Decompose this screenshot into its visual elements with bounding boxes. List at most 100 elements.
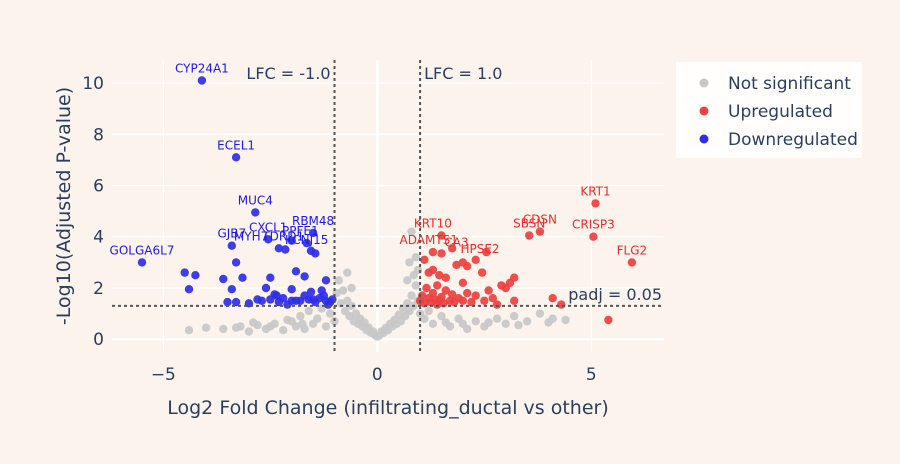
data-point [448,244,457,253]
data-point [266,295,275,304]
data-point [441,286,450,295]
data-point [253,295,262,304]
data-point [409,271,418,280]
gene-label: GJB7 [217,227,246,241]
y-tick-label: 6 [93,177,104,197]
y-tick-label: 4 [93,228,104,248]
legend[interactable]: Not significant Upregulated Downregulated [676,62,862,158]
data-point [488,294,497,303]
y-tick-label: 2 [93,279,104,299]
data-point [300,272,309,281]
data-point [433,300,442,309]
data-point [244,327,254,336]
data-point [471,317,480,326]
data-point [291,322,301,331]
y-tick-label: 8 [93,125,104,145]
data-point [544,318,553,327]
data-point [525,231,534,240]
axes: −5 0 5 0 2 4 6 8 10 Log2 Fold Change (infiltratin… [53,74,609,419]
legend-label: Downregulated [728,130,858,150]
data-point [306,287,316,296]
reference-lines: LFC = -1.0 LFC = 1.0 padj = 0.05 [112,60,664,352]
y-tick-label: 10 [82,74,104,94]
gene-label: ECEL1 [217,138,255,152]
data-point [492,314,502,323]
data-point [323,300,333,309]
gene-label: GOLGA6L7 [110,243,175,257]
lfc-threshold-label: LFC = 1.0 [424,64,502,83]
data-point [437,249,446,258]
data-point [287,236,296,245]
data-point [522,317,532,326]
data-point [264,235,273,244]
data-point [458,319,468,328]
data-point [514,320,523,330]
data-point [231,153,241,162]
gene-label: MUC4 [238,193,273,207]
data-point [627,258,637,267]
data-point [319,291,328,300]
data-point [343,268,352,277]
data-point [428,288,438,298]
data-point [338,286,348,295]
data-point [501,319,510,328]
data-point [561,315,570,325]
data-point [535,309,545,318]
data-point [424,306,433,316]
padj-threshold-label: padj = 0.05 [568,285,662,304]
data-point [313,314,322,323]
data-point [279,326,288,335]
gene-annotations: CYP24A1 ECEL1 MUC4 RBM48 GJB7 CXCL1TDRD1PPFE1… [110,62,648,258]
data-point [330,317,339,326]
data-point [223,297,232,307]
data-point [304,306,313,316]
data-point [437,292,446,302]
data-point [604,315,613,325]
data-point [557,300,566,309]
data-point [471,255,480,264]
gene-label: KCNJ15 [285,233,328,247]
data-point [283,300,292,309]
data-point [219,324,228,334]
data-point [266,273,275,282]
legend-marker [699,78,709,88]
data-point [458,296,468,305]
data-point [441,273,450,282]
data-point [510,311,519,321]
data-point [311,249,320,258]
data-point [548,294,557,303]
data-point [201,323,211,332]
data-point [291,296,301,305]
data-point [407,291,416,300]
data-point [439,299,448,308]
zero-lines [112,60,664,352]
data-point [428,265,438,275]
gene-label: CXCL1 [249,220,287,234]
data-point [261,283,271,293]
data-point [184,285,194,294]
data-point [326,309,335,318]
data-point [394,310,403,320]
data-point [591,199,600,208]
legend-label: Upregulated [728,102,833,122]
data-point [231,258,241,267]
x-axis-title: Log2 Fold Change (infiltrating_ductal vs… [167,397,609,419]
data-point [219,274,228,284]
data-point [441,318,450,327]
data-point [403,276,412,285]
gene-label: MYH7 [234,229,268,243]
data-point [448,290,457,299]
data-point [137,258,147,267]
y-tick-label: 0 [93,330,104,350]
data-point [407,227,416,236]
legend-label: Not significant [728,74,851,94]
data-point [463,288,472,298]
data-point [227,241,236,250]
gene-label: CA3 [444,236,468,250]
y-axis-title: -Log10(Adjusted P-value) [53,87,75,325]
data-point [418,291,427,300]
gene-label: SBSN [513,217,545,231]
data-point [266,322,275,331]
